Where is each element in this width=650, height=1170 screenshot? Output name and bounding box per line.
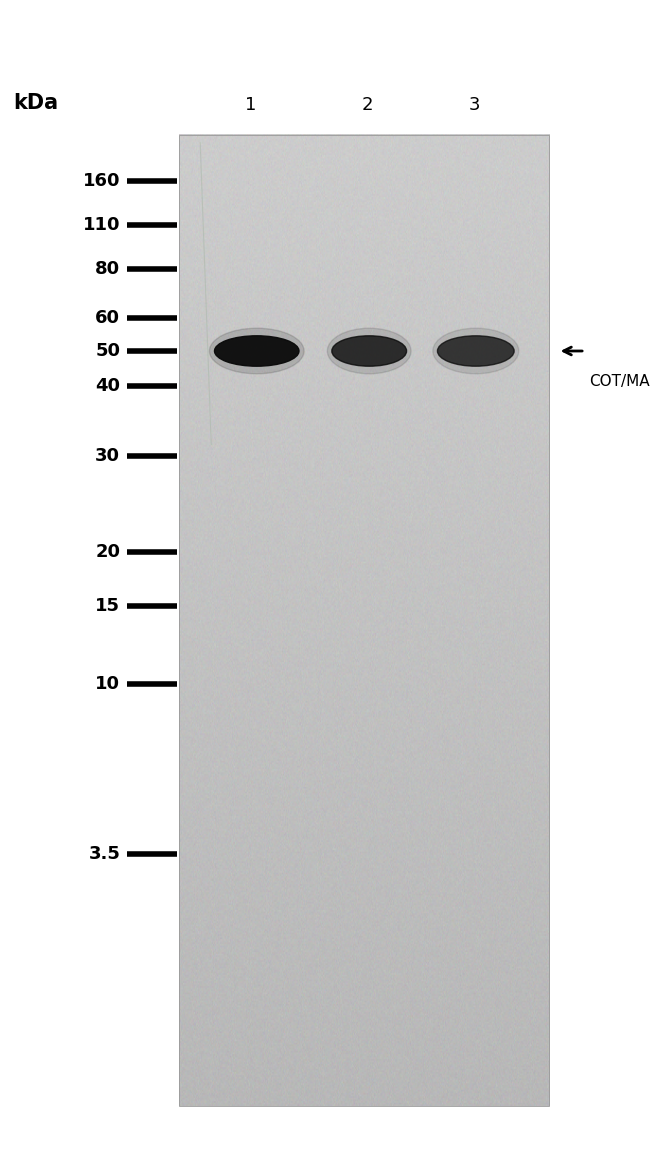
Text: COT/MAP3K8: COT/MAP3K8 xyxy=(590,374,650,390)
Text: 60: 60 xyxy=(96,309,120,328)
Text: 10: 10 xyxy=(96,675,120,694)
Bar xyxy=(179,135,549,1106)
Text: 15: 15 xyxy=(96,597,120,615)
Text: 40: 40 xyxy=(96,377,120,395)
Text: 50: 50 xyxy=(96,342,120,360)
Ellipse shape xyxy=(328,328,411,374)
Ellipse shape xyxy=(332,336,407,366)
Text: 2: 2 xyxy=(361,96,373,115)
Text: kDa: kDa xyxy=(13,92,58,113)
Text: 20: 20 xyxy=(96,543,120,562)
Text: 160: 160 xyxy=(83,172,120,191)
Ellipse shape xyxy=(209,328,304,374)
Text: 3.5: 3.5 xyxy=(88,845,120,863)
Text: 80: 80 xyxy=(95,260,120,278)
Text: 30: 30 xyxy=(96,447,120,466)
Ellipse shape xyxy=(437,336,514,366)
Ellipse shape xyxy=(214,336,299,366)
Text: 3: 3 xyxy=(469,96,480,115)
Ellipse shape xyxy=(433,328,519,374)
Text: 110: 110 xyxy=(83,215,120,234)
Text: 1: 1 xyxy=(244,96,256,115)
